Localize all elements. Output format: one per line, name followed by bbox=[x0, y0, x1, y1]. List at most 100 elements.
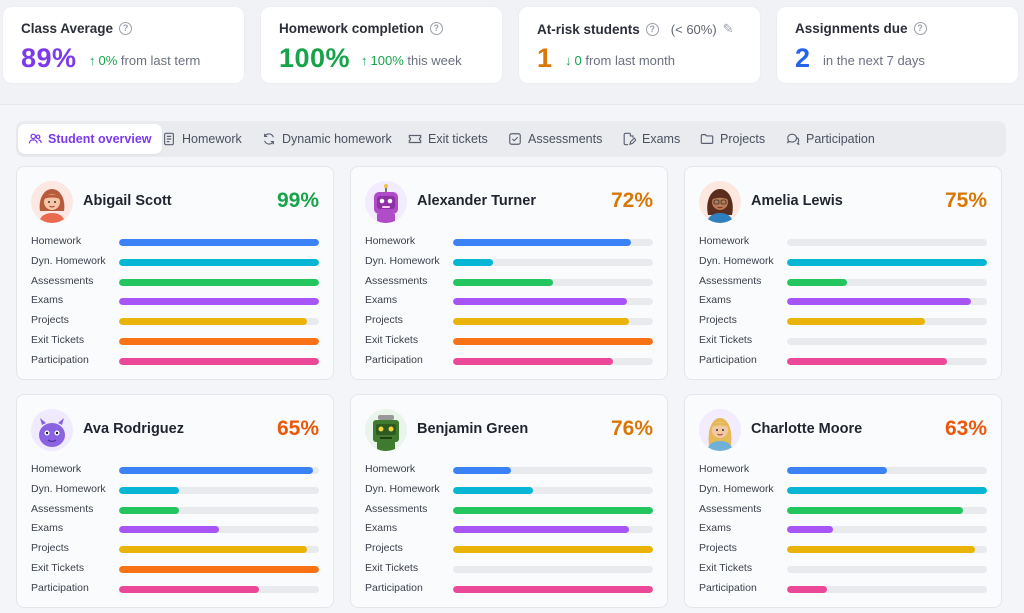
tab-student-overview[interactable]: Student overview bbox=[18, 124, 162, 154]
progress-track bbox=[453, 585, 653, 593]
tab-label: Projects bbox=[720, 132, 766, 146]
trend-value: 0 bbox=[574, 53, 582, 68]
metric-row: Assessments bbox=[365, 275, 653, 289]
metric-label: Exams bbox=[365, 522, 398, 535]
metric-row: Homework bbox=[31, 463, 319, 477]
student-score: 63% bbox=[944, 417, 987, 440]
student-card[interactable]: Alexander Turner 72% Homework Dyn. Homework… bbox=[350, 166, 668, 380]
progress-fill bbox=[119, 585, 259, 593]
metric-row: Exit Tickets bbox=[699, 334, 987, 348]
metric-row: Exit Tickets bbox=[31, 562, 319, 576]
metric-row: Assessments bbox=[31, 503, 319, 517]
tab-participation[interactable]: Participation bbox=[776, 124, 885, 154]
metric-label: Participation bbox=[365, 353, 423, 366]
progress-track bbox=[453, 239, 653, 246]
metric-label: Assessments bbox=[365, 274, 428, 287]
tab-dynamic-homework[interactable]: Dynamic homework bbox=[252, 124, 402, 154]
progress-track bbox=[453, 357, 653, 365]
progress-track bbox=[787, 585, 987, 593]
metric-row: Homework bbox=[365, 235, 653, 249]
progress-fill bbox=[453, 546, 653, 554]
pencil-icon[interactable]: ✎ bbox=[722, 21, 734, 36]
progress-track bbox=[119, 278, 319, 286]
progress-track bbox=[119, 338, 319, 345]
metric-label: Exams bbox=[699, 294, 732, 307]
metric-row: Homework bbox=[365, 463, 653, 477]
stat-title: Class Average ? bbox=[21, 21, 133, 36]
progress-fill bbox=[119, 318, 307, 326]
progress-fill bbox=[787, 585, 827, 593]
progress-track bbox=[453, 566, 653, 573]
stat-trend: ↑ 0% from last term bbox=[89, 53, 200, 68]
metric-label: Assessments bbox=[699, 274, 762, 287]
arrow-down-icon: ↓ bbox=[565, 53, 572, 68]
progress-fill bbox=[453, 239, 631, 246]
metric-label: Exit Tickets bbox=[365, 334, 419, 346]
student-name: Ava Rodriguez bbox=[83, 421, 184, 437]
student-name: Benjamin Green bbox=[417, 421, 529, 437]
arrow-up-icon: ↑ bbox=[361, 53, 368, 68]
checkbox-icon bbox=[509, 133, 521, 145]
metric-label: Exit Tickets bbox=[699, 334, 753, 346]
progress-fill bbox=[119, 546, 307, 554]
girl-blonde-avatar-icon bbox=[699, 409, 741, 451]
progress-fill bbox=[453, 318, 629, 326]
progress-fill bbox=[453, 486, 533, 494]
stat-title: Homework completion ? bbox=[279, 21, 443, 36]
progress-fill bbox=[787, 526, 833, 534]
progress-fill bbox=[453, 278, 553, 286]
metric-label: Homework bbox=[699, 235, 750, 247]
stat-title: Assignments due ? bbox=[795, 21, 927, 36]
progress-track bbox=[453, 278, 653, 286]
arrow-up-icon: ↑ bbox=[89, 53, 96, 68]
robot-avatar-icon bbox=[365, 181, 407, 223]
metric-label: Projects bbox=[699, 314, 737, 327]
metric-row: Participation bbox=[365, 582, 653, 596]
help-icon[interactable]: ? bbox=[119, 22, 133, 35]
progress-fill bbox=[787, 278, 847, 286]
tab-bar: Student overview Homework Dynamic homewo… bbox=[16, 121, 1006, 157]
student-card[interactable]: Charlotte Moore 63% Homework Dyn. Homework A… bbox=[684, 394, 1002, 608]
student-card[interactable]: Ava Rodriguez 65% Homework Dyn. Homework Ass… bbox=[16, 394, 334, 608]
metric-label: Projects bbox=[365, 542, 403, 555]
help-icon[interactable]: ? bbox=[645, 22, 659, 36]
student-name: Alexander Turner bbox=[417, 193, 536, 209]
progress-track bbox=[787, 258, 987, 266]
ticket-icon bbox=[408, 134, 422, 144]
tab-homework[interactable]: Homework bbox=[152, 124, 252, 154]
metric-row: Projects bbox=[699, 314, 987, 328]
stat-title-text: Assignments due bbox=[795, 21, 908, 36]
tab-projects[interactable]: Projects bbox=[690, 124, 775, 154]
robot-green-avatar-icon bbox=[365, 409, 407, 451]
progress-track bbox=[119, 298, 319, 306]
metric-label: Homework bbox=[365, 463, 416, 475]
metric-row: Exams bbox=[31, 294, 319, 308]
trend-text: from last term bbox=[120, 53, 201, 68]
help-icon[interactable]: ? bbox=[913, 22, 927, 35]
tab-exams[interactable]: Exams bbox=[612, 124, 690, 154]
student-score: 99% bbox=[276, 189, 319, 212]
progress-track bbox=[119, 467, 319, 474]
tab-exit-tickets[interactable]: Exit tickets bbox=[398, 124, 498, 154]
metric-row: Assessments bbox=[699, 275, 987, 289]
student-card[interactable]: Amelia Lewis 75% Homework Dyn. Homework Asse… bbox=[684, 166, 1002, 380]
progress-track bbox=[119, 357, 319, 365]
metric-row: Assessments bbox=[365, 503, 653, 517]
metric-row: Exit Tickets bbox=[699, 562, 987, 576]
tab-label: Student overview bbox=[48, 132, 152, 146]
metric-row: Homework bbox=[699, 463, 987, 477]
progress-fill bbox=[453, 526, 629, 534]
student-card[interactable]: Benjamin Green 76% Homework Dyn. Homework As… bbox=[350, 394, 668, 608]
metric-row: Homework bbox=[699, 235, 987, 249]
help-icon[interactable]: ? bbox=[429, 22, 443, 35]
student-card[interactable]: Abigail Scott 99% Homework Dyn. Homework Ass… bbox=[16, 166, 334, 380]
metric-row: Participation bbox=[31, 582, 319, 596]
metric-label: Dyn. Homework bbox=[31, 482, 106, 495]
metric-row: Projects bbox=[31, 542, 319, 556]
tab-assessments[interactable]: Assessments bbox=[498, 124, 612, 154]
metric-label: Projects bbox=[31, 314, 69, 327]
metric-row: Assessments bbox=[31, 275, 319, 289]
student-score: 76% bbox=[610, 417, 653, 440]
metric-label: Exams bbox=[365, 294, 398, 307]
metric-row: Projects bbox=[31, 314, 319, 328]
